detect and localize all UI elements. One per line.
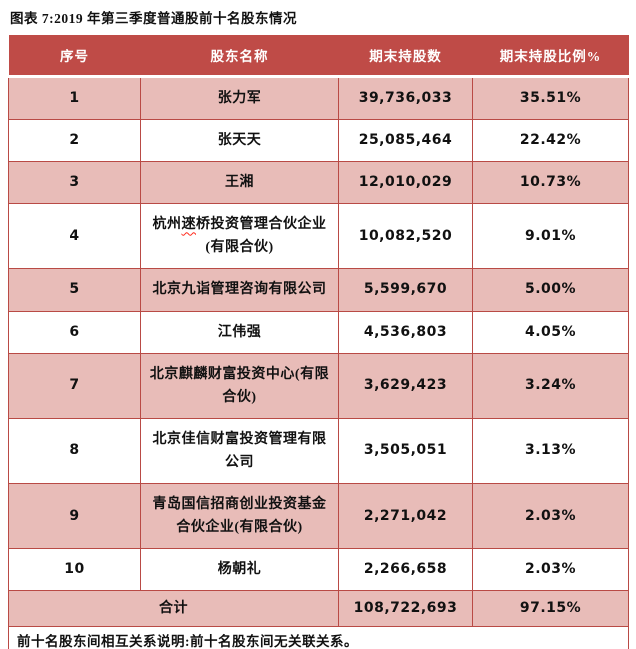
shareholder-name-cell: 张力军: [140, 75, 339, 121]
col-header-shares-held: 期末持股数: [338, 35, 473, 78]
row-index-cell: 9: [8, 483, 141, 550]
holding-pct-cell: 2.03%: [472, 483, 629, 550]
shares-held-cell: 39,736,033: [338, 75, 473, 121]
holding-pct-cell: 4.05%: [472, 310, 629, 354]
table-row: 4 杭州逨桥投资管理合伙企业(有限合伙) 10,082,520 9.01%: [8, 203, 629, 270]
holding-pct-cell: 5.00%: [472, 268, 629, 312]
col-header-index: 序号: [8, 35, 141, 78]
table-row: 6 江伟强 4,536,803 4.05%: [8, 310, 629, 354]
holding-pct-cell: 10.73%: [472, 161, 629, 205]
table-row: 5 北京九诣管理咨询有限公司 5,599,670 5.00%: [8, 268, 629, 312]
shareholder-name-text: 杭州: [152, 217, 182, 233]
row-index-cell: 10: [8, 548, 141, 592]
holding-pct-cell: 9.01%: [472, 203, 629, 270]
shareholder-name-cell: 青岛国信招商创业投资基金合伙企业(有限合伙): [140, 483, 339, 550]
shares-held-cell: 5,599,670: [338, 268, 473, 312]
total-pct: 97.15%: [472, 590, 629, 628]
row-index-cell: 5: [8, 268, 141, 312]
shares-held-cell: 12,010,029: [338, 161, 473, 205]
table-row: 7 北京麒麟财富投资中心(有限合伙) 3,629,423 3.24%: [8, 352, 629, 419]
table-row: 9 青岛国信招商创业投资基金合伙企业(有限合伙) 2,271,042 2.03%: [8, 483, 629, 550]
total-label: 合计: [8, 590, 339, 628]
row-index-cell: 1: [8, 75, 141, 121]
shareholder-name-text: 桥投资管理合伙企业(有限合伙): [196, 217, 327, 256]
shares-held-cell: 25,085,464: [338, 119, 473, 163]
shareholder-name-cell: 杨朝礼: [140, 548, 339, 592]
table-row: 2 张天天 25,085,464 22.42%: [8, 119, 629, 163]
relationship-note-row: 前十名股东间相互关系说明:前十名股东间无关联关系。: [8, 626, 629, 649]
relationship-note: 前十名股东间相互关系说明:前十名股东间无关联关系。: [8, 626, 629, 649]
shares-held-cell: 3,505,051: [338, 417, 473, 485]
shares-held-cell: 3,629,423: [338, 352, 473, 419]
total-shares: 108,722,693: [338, 590, 473, 628]
row-index-cell: 8: [8, 417, 141, 485]
shareholder-name-cell: 北京佳信财富投资管理有限公司: [140, 417, 339, 485]
holding-pct-cell: 2.03%: [472, 548, 629, 592]
figure-title: 图表 7:2019 年第三季度普通股前十名股东情况: [10, 11, 297, 26]
spellcheck-flagged-text: 逨: [181, 217, 196, 233]
row-index-cell: 4: [8, 203, 141, 270]
table-row: 3 王湘 12,010,029 10.73%: [8, 161, 629, 205]
shareholder-name-cell: 江伟强: [140, 310, 339, 354]
col-header-holding-pct: 期末持股比例%: [472, 35, 629, 78]
row-index-cell: 7: [8, 352, 141, 419]
shareholder-name-cell: 北京麒麟财富投资中心(有限合伙): [140, 352, 339, 419]
row-index-cell: 3: [8, 161, 141, 205]
top-shareholders-table: 序号 股东名称 期末持股数 期末持股比例% 1 张力军 39,736,033 35.5…: [8, 35, 629, 649]
col-header-shareholder-name: 股东名称: [140, 35, 339, 78]
shareholder-name-cell: 张天天: [140, 119, 339, 163]
table-header-row: 序号 股东名称 期末持股数 期末持股比例%: [8, 35, 629, 78]
shares-held-cell: 4,536,803: [338, 310, 473, 354]
holding-pct-cell: 22.42%: [472, 119, 629, 163]
table-row: 1 张力军 39,736,033 35.51%: [8, 75, 629, 121]
shareholder-name-cell: 北京九诣管理咨询有限公司: [140, 268, 339, 312]
shareholder-name-cell: 王湘: [140, 161, 339, 205]
holding-pct-cell: 3.13%: [472, 417, 629, 485]
shares-held-cell: 2,266,658: [338, 548, 473, 592]
table-row: 8 北京佳信财富投资管理有限公司 3,505,051 3.13%: [8, 417, 629, 485]
shares-held-cell: 10,082,520: [338, 203, 473, 270]
shareholder-name-cell: 杭州逨桥投资管理合伙企业(有限合伙): [140, 203, 339, 270]
holding-pct-cell: 3.24%: [472, 352, 629, 419]
row-index-cell: 2: [8, 119, 141, 163]
shares-held-cell: 2,271,042: [338, 483, 473, 550]
total-row: 合计 108,722,693 97.15%: [8, 590, 629, 628]
holding-pct-cell: 35.51%: [472, 75, 629, 121]
table-row: 10 杨朝礼 2,266,658 2.03%: [8, 548, 629, 592]
row-index-cell: 6: [8, 310, 141, 354]
